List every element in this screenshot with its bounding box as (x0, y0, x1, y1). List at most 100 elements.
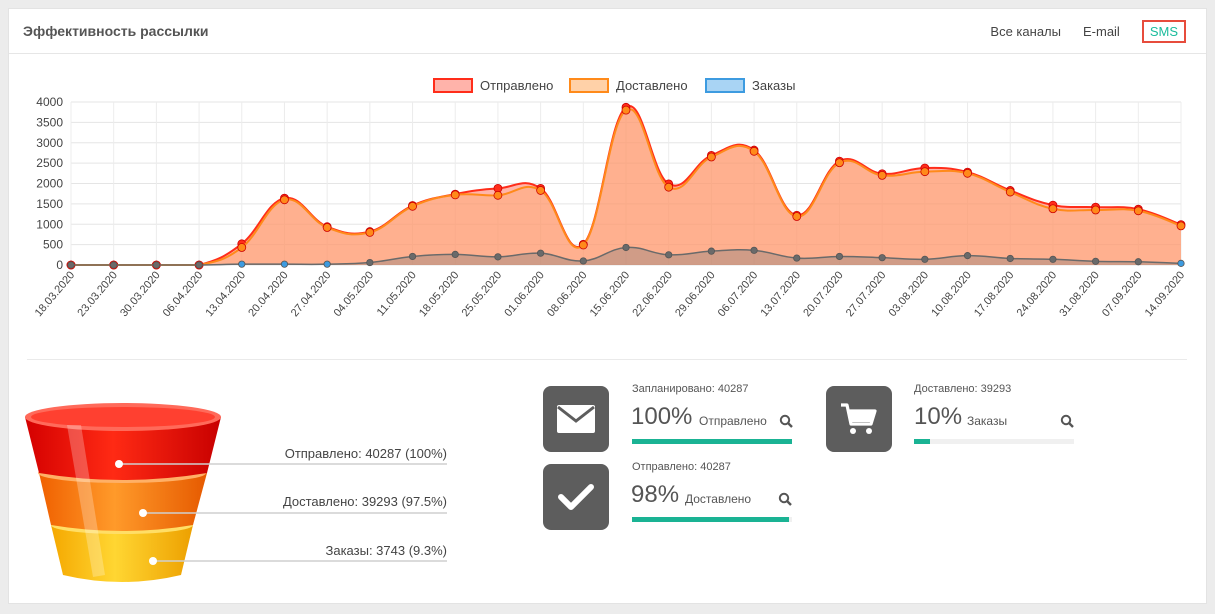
stat-sent-percent: 100% (631, 403, 693, 430)
series-2-point (665, 251, 673, 259)
series-2-point (537, 249, 545, 257)
panel-header: Эффективность рассылки Все каналы E-mail… (9, 9, 1206, 54)
legend-label-0: Отправлено (480, 78, 553, 93)
x-tick-label: 20.04.2020 (246, 269, 291, 319)
series-2-point (238, 260, 246, 268)
stat-orders-sub: Доставлено: 39293 (914, 383, 1012, 395)
x-tick-label: 10.08.2020 (929, 269, 974, 319)
search-icon[interactable] (779, 414, 793, 428)
series-2-point (280, 260, 289, 268)
checkmark-icon (558, 484, 594, 510)
tab-sms[interactable]: SMS (1141, 20, 1186, 43)
x-tick-label: 07.09.2020 (1100, 269, 1145, 319)
tab-all-channels[interactable]: Все каналы (990, 24, 1061, 39)
x-tick-label: 14.09.2020 (1143, 269, 1188, 319)
series-2-point (622, 243, 630, 252)
series-1-point (835, 158, 844, 168)
x-tick-label: 18.03.2020 (33, 269, 78, 319)
tab-email[interactable]: E-mail (1082, 24, 1120, 39)
stat-orders-name: Заказы (967, 414, 1008, 428)
series-1-point (280, 195, 289, 205)
y-tick-label: 2500 (36, 156, 63, 170)
series-1-point (578, 240, 588, 250)
stat-delivered-name: Доставлено (685, 492, 752, 506)
series-2-point (195, 261, 203, 269)
series-2-point (1134, 258, 1142, 266)
stat-delivered-progress (632, 517, 792, 522)
series-2-point (963, 252, 972, 260)
series-1-point (1005, 187, 1015, 197)
divider (27, 359, 1187, 360)
funnel-label-delivered: Доставлено: 39293 (97.5%) (282, 494, 447, 509)
x-tick-label: 13.07.2020 (758, 269, 803, 319)
series-1-point (1048, 204, 1058, 214)
x-tick-label: 06.07.2020 (716, 269, 761, 319)
x-tick-label: 31.08.2020 (1057, 269, 1102, 319)
series-2-point (323, 260, 331, 268)
stat-orders-percent: 10% (914, 403, 963, 430)
series-1-point (322, 223, 332, 232)
x-tick-label: 17.08.2020 (972, 269, 1017, 319)
x-tick-label: 03.08.2020 (887, 269, 932, 319)
series-1-point (536, 186, 546, 195)
funnel-segment-orders (51, 525, 193, 582)
series-1-point (493, 190, 503, 200)
series-2-point (1049, 255, 1057, 263)
x-tick-label: 29.06.2020 (673, 269, 718, 319)
series-2-point (835, 252, 844, 261)
envelope-icon (557, 405, 595, 433)
x-tick-label: 22.06.2020 (630, 269, 675, 319)
y-tick-label: 2000 (36, 177, 63, 191)
series-2-point (451, 250, 459, 259)
x-tick-label: 01.06.2020 (502, 269, 547, 319)
stat-sent-progress-fill (632, 439, 792, 444)
stat-delivered-progress-fill (632, 517, 789, 522)
stat-orders-tile (826, 386, 892, 452)
stat-sent-name: Отправлено (699, 414, 767, 428)
funnel-graphic (25, 403, 447, 582)
series-2-point (579, 257, 587, 265)
y-tick-label: 0 (56, 258, 63, 272)
cart-icon (841, 403, 877, 434)
series-2-point (921, 255, 929, 263)
y-tick-label: 4000 (36, 95, 63, 109)
series-2-point (793, 254, 801, 262)
area-chart: 0 500 1000 1500 2000 2500 3000 3500 4000 18.03.20… (9, 55, 1208, 355)
series-2-point (110, 261, 118, 269)
x-tick-label: 27.04.2020 (289, 269, 334, 319)
legend-swatch-2 (705, 78, 745, 93)
stat-sent-progress (632, 439, 792, 444)
series-1-point (664, 182, 674, 192)
legend-swatch-0 (433, 78, 473, 93)
x-tick-label: 08.06.2020 (545, 269, 590, 319)
series-2-point (67, 261, 75, 269)
x-tick-label: 25.05.2020 (460, 269, 505, 319)
y-tick-label: 3500 (36, 115, 63, 129)
series-1-point (408, 201, 417, 211)
stat-delivered-tile (543, 464, 609, 530)
legend-swatch-1 (569, 78, 609, 93)
y-tick-label: 1000 (36, 217, 63, 231)
legend-label-2: Заказы (752, 78, 795, 93)
x-tick-label: 11.05.2020 (375, 269, 419, 318)
series-2-point (1006, 254, 1014, 263)
series-1-point (621, 105, 631, 115)
search-icon[interactable] (778, 492, 792, 506)
stat-sent-tile (543, 386, 609, 452)
stat-orders-progress-fill (914, 439, 930, 444)
x-tick-label: 24.08.2020 (1015, 269, 1060, 319)
series-1-point (237, 243, 247, 252)
y-tick-label: 1500 (36, 197, 63, 211)
x-tick-label: 18.05.2020 (417, 269, 462, 319)
stat-delivered-percent: 98% (631, 481, 680, 508)
panel-title: Эффективность рассылки (23, 23, 209, 39)
series-area-1 (71, 108, 1181, 265)
x-tick-label: 04.05.2020 (332, 269, 377, 319)
series-2-point (152, 261, 160, 269)
series-2-point (750, 246, 758, 254)
series-1-point (706, 152, 716, 162)
series-2-point (707, 247, 715, 255)
y-tick-label: 500 (43, 238, 63, 252)
series-1-point (749, 146, 759, 156)
search-icon[interactable] (1060, 414, 1074, 428)
